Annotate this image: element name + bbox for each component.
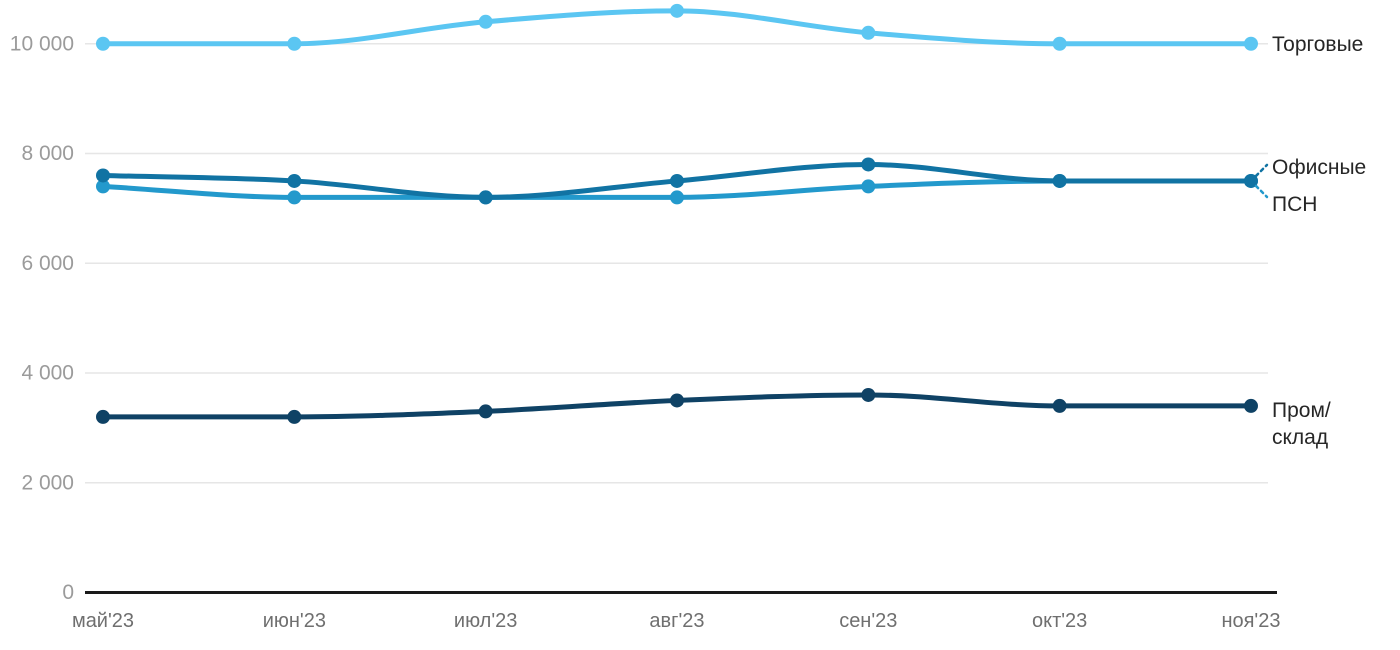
series-point-industrial-warehouse-1 (96, 409, 110, 424)
x-tick-label-3: июл'23 (454, 610, 517, 632)
x-tick-label-6: окт'23 (1032, 610, 1087, 632)
series-point-office-3 (478, 190, 493, 205)
series-point-retail-4 (669, 3, 684, 18)
series-point-industrial-warehouse-3 (478, 404, 493, 419)
series-label-line-psn-1: ПСН (1272, 192, 1317, 215)
series-point-psn-1 (96, 179, 110, 194)
series-point-industrial-warehouse-5 (861, 387, 876, 402)
x-tick-label-4: авг'23 (649, 610, 704, 632)
series-point-retail-6 (1052, 36, 1067, 51)
series-point-psn-2 (287, 190, 302, 205)
leader-line-psn (1254, 184, 1269, 199)
series-label-line-retail-1: Торговые (1272, 32, 1363, 55)
x-tick-label-2: июн'23 (263, 610, 326, 632)
series-point-office-5 (861, 157, 876, 172)
series-label-line-office-1: Офисные (1272, 155, 1366, 178)
series-point-office-7 (1243, 173, 1258, 188)
series-label-line-industrial-warehouse-2: склад (1272, 425, 1328, 448)
y-tick-label-10000: 10 000 (10, 32, 74, 55)
series-label-psn: ПСН (1272, 192, 1317, 215)
y-tick-label-8000: 8 000 (21, 142, 74, 165)
y-tick-label-0: 0 (62, 581, 74, 604)
y-tick-label-4000: 4 000 (21, 362, 74, 385)
series-point-psn-5 (861, 179, 876, 194)
x-tick-label-7: ноя'23 (1221, 610, 1280, 632)
series-point-office-6 (1052, 173, 1067, 188)
series-point-retail-7 (1243, 36, 1258, 51)
series-label-industrial-warehouse: Пром/склад (1272, 398, 1331, 448)
series-point-psn-4 (669, 190, 684, 205)
leader-line-office (1254, 163, 1269, 178)
series-point-retail-1 (96, 36, 110, 51)
series-point-retail-2 (287, 36, 302, 51)
series-label-office: Офисные (1272, 155, 1366, 178)
series-label-line-industrial-warehouse-1: Пром/ (1272, 398, 1331, 421)
series-point-industrial-warehouse-2 (287, 409, 302, 424)
series-point-office-4 (669, 173, 684, 188)
x-tick-label-1: май'23 (72, 610, 134, 632)
series-point-office-2 (287, 173, 302, 188)
series-point-industrial-warehouse-4 (669, 393, 684, 408)
y-tick-label-6000: 6 000 (21, 252, 74, 275)
series-point-office-1 (96, 168, 110, 183)
series-point-industrial-warehouse-7 (1243, 398, 1258, 413)
series-point-industrial-warehouse-6 (1052, 398, 1067, 413)
series-point-retail-5 (861, 25, 876, 40)
series-point-retail-3 (478, 14, 493, 29)
series-label-retail: Торговые (1272, 32, 1363, 55)
y-tick-label-2000: 2 000 (21, 471, 74, 494)
x-tick-label-5: сен'23 (839, 610, 897, 632)
